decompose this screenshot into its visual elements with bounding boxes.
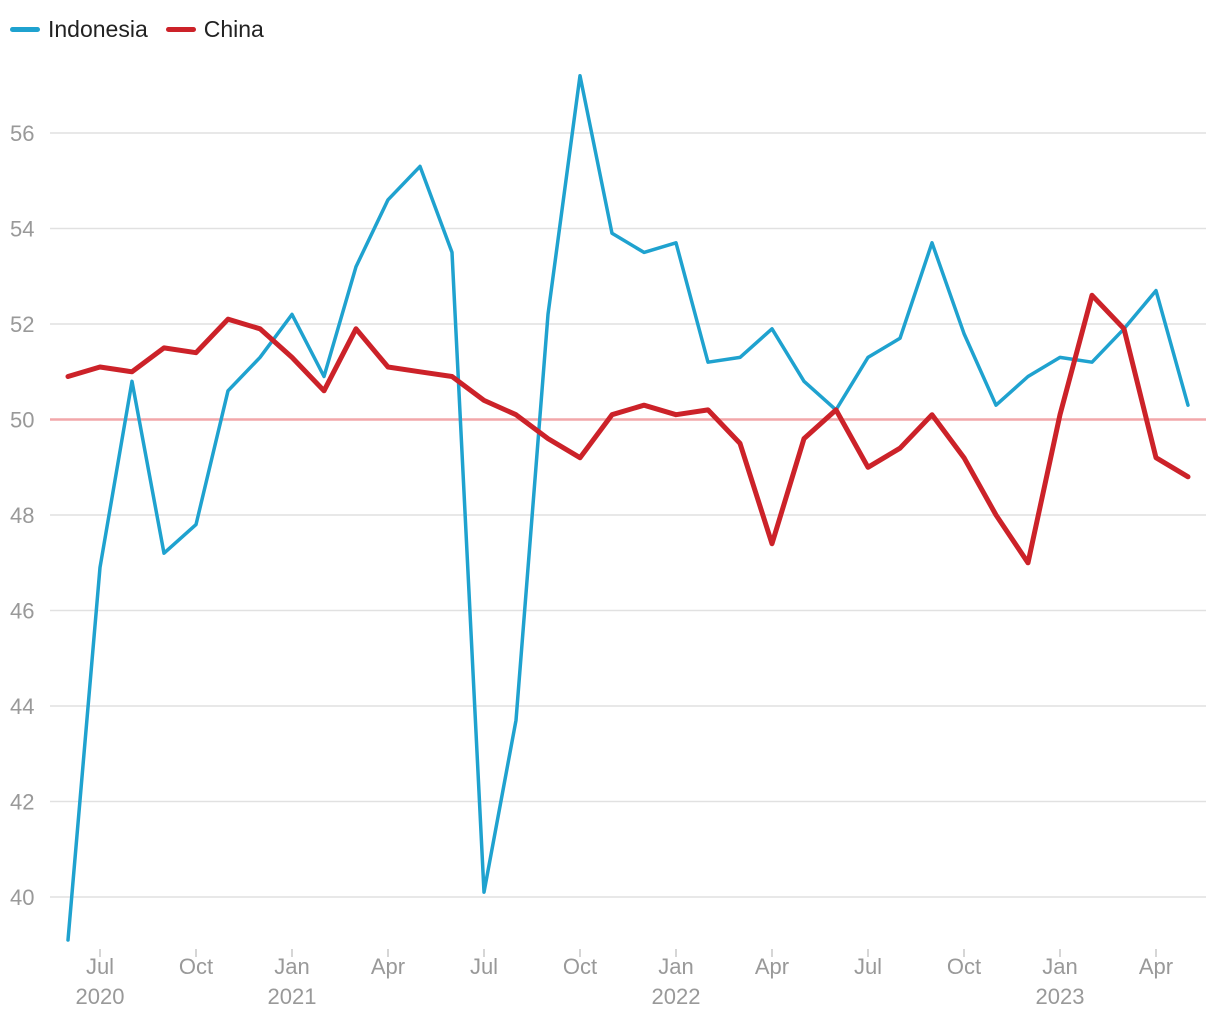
y-tick-label: 52	[10, 312, 34, 337]
x-tick-year-label: 2021	[268, 984, 317, 1009]
legend-swatch-china	[165, 27, 196, 32]
x-tick-label: Apr	[755, 954, 789, 979]
y-tick-label: 46	[10, 599, 34, 624]
chart-legend: Indonesia China	[10, 16, 282, 43]
y-tick-label: 42	[10, 790, 34, 815]
y-tick-label: 40	[10, 885, 34, 910]
y-tick-label: 56	[10, 121, 34, 146]
x-tick-label: Jul	[86, 954, 114, 979]
y-axis: 40 42 44 46 48 50 52 54 56	[10, 121, 34, 910]
x-tick-year-label: 2022	[652, 984, 701, 1009]
x-tick-label: Oct	[563, 954, 597, 979]
legend-item-china[interactable]: China	[165, 16, 264, 43]
x-axis: Jul 2020 Oct Jan 2021 Apr Jul Oct Jan 2022 Apr Jul O…	[76, 949, 1173, 1009]
grid-lines	[50, 132, 1206, 898]
series-line-china	[65, 292, 1191, 566]
x-tick-label: Jul	[470, 954, 498, 979]
x-tick-label: Oct	[179, 954, 213, 979]
x-tick-label: Jan	[274, 954, 309, 979]
y-tick-label: 50	[10, 408, 34, 433]
x-tick-year-label: 2023	[1036, 984, 1085, 1009]
x-tick-label: Apr	[371, 954, 405, 979]
legend-label-china: China	[203, 16, 264, 42]
y-tick-label: 54	[10, 217, 34, 242]
x-tick-label: Jul	[854, 954, 882, 979]
legend-label-indonesia: Indonesia	[48, 16, 148, 42]
legend-item-indonesia[interactable]: Indonesia	[10, 16, 148, 43]
x-tick-label: Oct	[947, 954, 981, 979]
x-tick-year-label: 2020	[76, 984, 125, 1009]
legend-swatch-indonesia	[10, 27, 40, 32]
y-tick-label: 44	[10, 694, 34, 719]
x-tick-label: Jan	[658, 954, 693, 979]
series-line-indonesia	[66, 73, 1190, 942]
series-lines	[65, 73, 1191, 942]
x-tick-label: Apr	[1139, 954, 1173, 979]
x-tick-label: Jan	[1042, 954, 1077, 979]
y-tick-label: 48	[10, 503, 34, 528]
